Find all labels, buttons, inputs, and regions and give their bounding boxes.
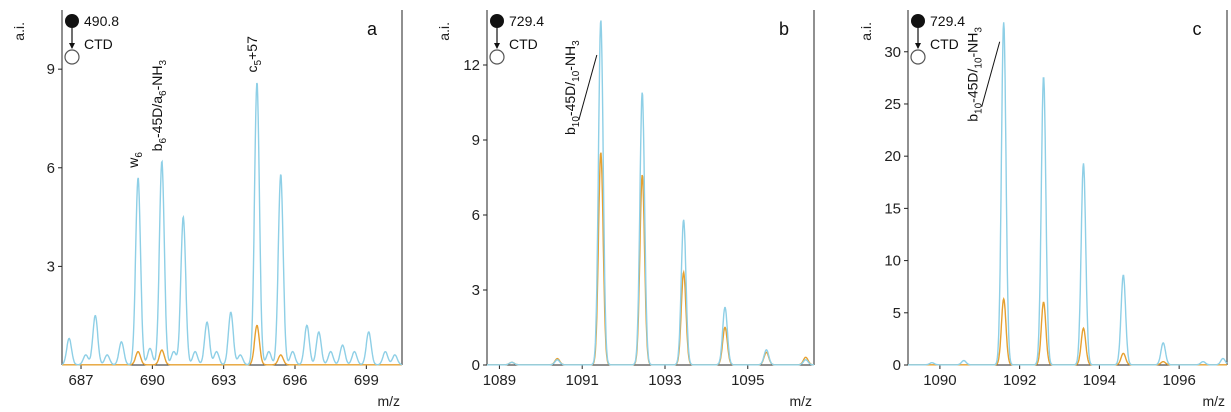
arrow-head-icon [69,43,75,49]
annotation-leader [981,41,1001,107]
x-tick-label: 690 [140,372,165,389]
annotation-part: 6 [158,90,169,96]
y-tick-label: 9 [47,61,55,78]
y-tick-label: 9 [472,132,480,149]
y-tick-label: 3 [47,258,55,275]
panel-letter: b [779,19,789,39]
peak-annotation: b10-45D/10-NH3 [965,27,985,122]
y-axis-label: a.i. [11,22,27,41]
y-tick-label: 10 [884,253,901,270]
x-axis-label: m/z [377,393,400,409]
x-tick-label: 699 [354,372,379,389]
series-line-blue [908,22,1228,366]
annotation-part: c [244,65,260,72]
y-tick-label: 5 [893,305,901,322]
series-line-orange [487,152,814,366]
annotation-part: 3 [571,40,582,46]
x-axis-label: m/z [789,393,812,409]
x-tick-label: 1092 [1003,372,1036,389]
annotation-part: 10 [974,57,985,69]
x-tick-label: 693 [211,372,236,389]
x-tick-label: 1094 [1083,372,1116,389]
annotation-part: w [125,157,141,169]
x-tick-label: 1096 [1162,372,1195,389]
annotation-part: b [149,143,165,151]
precursor-icon [65,14,79,28]
x-tick-label: 1091 [566,372,599,389]
precursor-icon [490,14,504,28]
y-tick-label: 6 [47,160,55,177]
x-tick-label: 696 [282,372,307,389]
annotation-part: 6 [134,152,145,158]
activation-method: CTD [930,36,959,52]
annotation-part: 10 [974,102,985,114]
peak-annotation: w6 [125,152,145,169]
arrow-head-icon [494,43,500,49]
y-tick-label: 6 [472,207,480,224]
activation-method: CTD [84,36,113,52]
annotation-part: 3 [158,59,169,65]
y-tick-label: 15 [884,200,901,217]
annotation-leader [578,54,598,121]
peak-annotation: b6-45D/a6-NH3 [149,59,169,151]
precursor-mz: 729.4 [930,13,965,29]
annotation-part: 6 [158,138,169,144]
annotation-part: -NH [149,65,165,90]
peak-annotation: b10-45D/10-NH3 [562,40,582,135]
annotation-part: -45D/ [965,68,981,102]
series-line-orange [908,297,1227,366]
panel-letter: c [1193,19,1202,39]
annotation-part: -NH [965,33,981,58]
panel-letter: a [367,19,378,39]
x-tick-label: 1093 [648,372,681,389]
x-tick-label: 687 [69,372,94,389]
annotation-part: b [965,114,981,122]
x-tick-label: 1089 [483,372,516,389]
annotation-part: -45D/a [149,96,165,138]
peak-annotation: c5+57 [244,36,264,73]
y-tick-label: 20 [884,148,901,165]
chart-panel-c: 0 5 10 15 20 25 30 1090 1092 1094 1096 a.i. m/z c 729.… [858,10,1228,409]
series-line-blue [487,20,814,366]
series-line-orange [62,324,402,366]
precursor-icon [911,14,925,28]
y-tick-label: 25 [884,96,901,113]
fragment-icon [910,49,926,65]
annotation-part: -45D/ [562,82,578,116]
annotation-part: -NH [562,46,578,71]
annotation-part: 3 [974,27,985,33]
y-axis-label: a.i. [436,22,452,41]
x-tick-label: 1090 [923,372,956,389]
annotation-part: +57 [244,36,260,60]
precursor-mz: 490.8 [84,13,119,29]
arrow-head-icon [915,43,921,49]
series-line-blue [61,82,403,366]
annotation-part: b [562,127,578,135]
y-tick-label: 0 [472,357,480,374]
fragment-icon [64,49,80,65]
annotation-part: 5 [253,59,264,65]
y-tick-label: 3 [472,282,480,299]
x-axis-label: m/z [1202,393,1225,409]
fragment-icon [489,49,505,65]
x-tick-label: 1095 [731,372,764,389]
y-axis-label: a.i. [858,22,874,41]
y-tick-label: 0 [893,357,901,374]
y-tick-label: 30 [884,44,901,61]
activation-method: CTD [509,36,538,52]
y-tick-label: 12 [463,57,480,74]
annotation-part: 10 [571,70,582,82]
annotation-part: 10 [571,116,582,128]
precursor-mz: 729.4 [509,13,544,29]
